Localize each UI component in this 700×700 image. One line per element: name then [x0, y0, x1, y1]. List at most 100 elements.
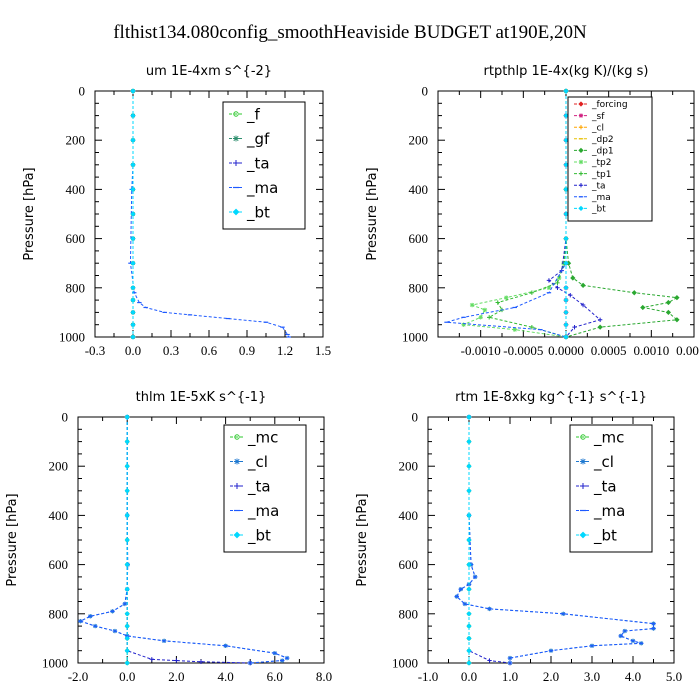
- y-tick-label: 0: [62, 410, 69, 425]
- x-tick-label: -2.0: [68, 669, 89, 684]
- data-point: [130, 88, 136, 94]
- x-tick-label: -0.0010: [461, 343, 501, 358]
- x-tick-label: 2.0: [543, 669, 559, 684]
- legend-label: _bt: [247, 526, 271, 545]
- chart-panel-2: rtpthlp 1E-4x(kg K)/(kg s) Pressure [hPa]…: [365, 64, 700, 358]
- y-tick-label: 400: [66, 182, 86, 197]
- series-bt: [124, 414, 130, 666]
- y-tick-label: 600: [409, 231, 429, 246]
- data-point: [563, 211, 569, 217]
- y-tick-label: 800: [66, 280, 86, 295]
- x-tick-label: 0.0010: [633, 343, 669, 358]
- y-tick-label: 400: [409, 182, 429, 197]
- data-point: [466, 635, 472, 642]
- y-tick-label: 600: [399, 557, 419, 572]
- x-tick-label: 0.9: [239, 343, 255, 358]
- series-bt: [130, 88, 136, 340]
- data-point: [124, 414, 130, 420]
- data-point: [563, 88, 569, 94]
- data-point: [529, 290, 535, 295]
- legend-label: _ta: [591, 181, 606, 191]
- data-point: [482, 307, 488, 313]
- data-point: [174, 658, 179, 663]
- data-point: [124, 463, 130, 469]
- panel-title: thlm 1E-5xK s^{-1}: [136, 390, 267, 405]
- data-point: [674, 317, 680, 323]
- legend-label: _ta: [247, 477, 271, 496]
- data-point: [529, 324, 535, 330]
- data-point: [555, 280, 560, 286]
- legend-entry: _ta: [230, 477, 271, 496]
- series-line: [468, 417, 511, 664]
- x-tick-label: 1.2: [277, 343, 293, 358]
- legend-label: _ta: [246, 154, 270, 173]
- legend-label: _ma: [593, 502, 625, 521]
- data-point: [563, 334, 569, 340]
- legend: _f _gf _ta _ma _bt: [222, 101, 306, 230]
- series-line: [446, 91, 567, 338]
- data-point: [563, 297, 569, 303]
- x-tick-label: 0.0015: [676, 343, 700, 358]
- data-point: [466, 438, 472, 445]
- legend-label: _dp1: [591, 147, 614, 157]
- legend-entry: _mc: [230, 428, 278, 447]
- data-point: [640, 304, 646, 311]
- data-point: [466, 488, 472, 494]
- y-axis-label: Pressure [hPa]: [22, 167, 37, 260]
- legend: _mc _cl _ta _ma _bt: [569, 424, 653, 553]
- data-point: [546, 285, 552, 290]
- legend-entry: _ta: [229, 154, 270, 173]
- chart-panel-3: thlm 1E-5xK s^{-1} Pressure [hPa] -2.0 0.0 2…: [5, 390, 332, 684]
- data-point: [124, 512, 130, 519]
- legend-entry: _bt: [574, 205, 606, 215]
- x-tick-label: 0.0: [119, 669, 135, 684]
- x-tick-label: 4.0: [217, 669, 233, 684]
- data-point: [130, 211, 136, 217]
- x-tick-label: 0.0: [461, 669, 477, 684]
- legend-label: _ma: [246, 179, 278, 198]
- legend-entry: _forcing: [574, 100, 628, 110]
- data-point: [461, 322, 466, 327]
- legend-label: _tp2: [591, 158, 611, 168]
- chart-panel-4: rtm 1E-8xkg kg^{-1} s^{-1} Pressure [hPa]…: [355, 390, 682, 684]
- y-tick-label: 0: [422, 84, 429, 99]
- data-point: [597, 324, 603, 330]
- x-tick-label: 0.0000: [548, 343, 584, 358]
- data-point: [555, 285, 560, 290]
- data-point: [570, 275, 576, 281]
- legend-entry: _bt: [229, 203, 270, 222]
- legend-label: _ta: [593, 477, 617, 496]
- y-tick-label: 600: [49, 557, 69, 572]
- legend-box: [222, 101, 306, 230]
- legend-entry: _tp1: [574, 170, 611, 180]
- legend-entry: _gf: [229, 130, 270, 149]
- data-point: [130, 297, 136, 303]
- data-point: [563, 285, 569, 291]
- data-point: [124, 611, 130, 617]
- panels: um 1E-4xm s^{-2} Pressure [hPa] -0.3 0.0 0.3…: [5, 64, 700, 684]
- data-point: [512, 327, 517, 332]
- data-point: [563, 322, 569, 328]
- data-point: [665, 309, 672, 316]
- series-bt: [466, 414, 472, 666]
- legend: _mc _cl _ta _ma _bt: [223, 424, 307, 553]
- x-tick-label: -0.3: [85, 343, 106, 358]
- y-tick-label: 600: [66, 231, 86, 246]
- y-tick-label: 1000: [392, 656, 418, 671]
- y-tick-label: 200: [409, 133, 429, 148]
- legend-box: [223, 424, 307, 553]
- data-point: [674, 295, 680, 301]
- legend-entry: _cl: [230, 453, 268, 472]
- data-point: [130, 334, 136, 340]
- legend-entry: _ma: [230, 502, 279, 521]
- y-tick-label: 400: [399, 508, 419, 523]
- data-point: [563, 309, 569, 316]
- legend-entry: _ta: [574, 181, 606, 191]
- y-tick-label: 200: [399, 459, 419, 474]
- data-point: [130, 162, 136, 168]
- y-tick-label: 800: [409, 280, 429, 295]
- y-tick-label: 1000: [59, 330, 85, 345]
- data-point: [130, 285, 136, 291]
- x-tick-label: 0.0: [125, 343, 141, 358]
- data-point: [466, 512, 472, 519]
